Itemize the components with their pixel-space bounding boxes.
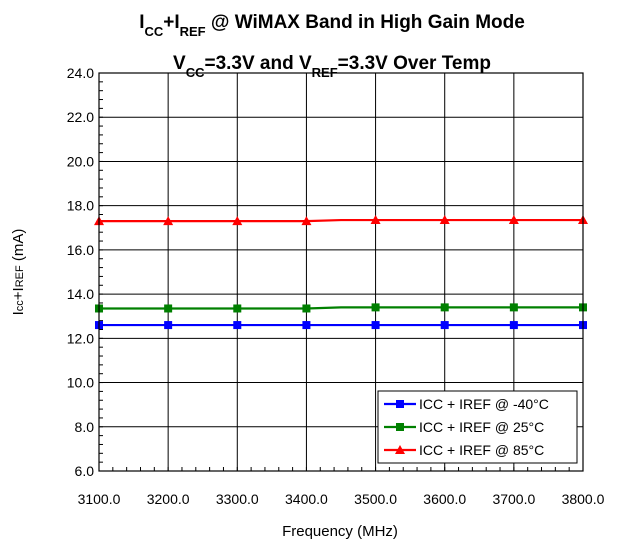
data-point	[370, 215, 381, 225]
chart-title-line-1: ICC+IREF @ WiMAX Band in High Gain Mode	[139, 12, 525, 39]
data-point	[439, 215, 450, 225]
x-tick-label: 3100.0	[78, 491, 121, 507]
series-2	[94, 215, 588, 226]
data-point	[509, 321, 518, 330]
x-tick-label: 3400.0	[285, 491, 328, 507]
series-line	[99, 218, 583, 223]
legend: ICC + IREF @ -40°C ICC + IREF @ 25°C ICC +…	[377, 390, 578, 464]
data-point	[440, 303, 449, 312]
series-layer	[94, 215, 588, 330]
x-tick-label: 3600.0	[423, 491, 466, 507]
y-axis-label: Icc+IREF (mA)	[10, 229, 27, 316]
series-line	[99, 306, 583, 310]
y-tick-label: 24.0	[67, 65, 94, 81]
x-tick-label: 3300.0	[216, 491, 259, 507]
y-tick-label: 16.0	[67, 242, 94, 258]
data-point	[233, 321, 242, 330]
x-tick-label: 3800.0	[562, 491, 605, 507]
x-tick-label: 3200.0	[147, 491, 190, 507]
plot-frame	[98, 72, 584, 472]
data-point	[302, 304, 311, 313]
y-tick-label: 10.0	[67, 375, 94, 391]
data-point	[232, 216, 243, 226]
data-point	[302, 321, 311, 330]
x-tick-label: 3500.0	[354, 491, 397, 507]
data-point	[164, 304, 173, 313]
x-tick-label: 3700.0	[492, 491, 535, 507]
legend-entry: ICC + IREF @ 25°C	[419, 419, 544, 435]
y-tick-label: 12.0	[67, 330, 94, 346]
legend-swatch-marker	[395, 445, 405, 454]
y-tick-label: 18.0	[67, 198, 94, 214]
y-tick-label: 20.0	[67, 153, 94, 169]
data-point	[371, 321, 380, 330]
legend-entry: ICC + IREF @ 85°C	[419, 442, 544, 458]
y-tick-label: 8.0	[75, 419, 95, 435]
legend-swatch-marker	[396, 423, 404, 431]
x-axis-label: Frequency (MHz)	[282, 523, 398, 540]
data-point	[233, 304, 242, 313]
series-0	[95, 321, 587, 330]
y-tick-label: 14.0	[67, 286, 94, 302]
x-tick-labels: 3100.0 3200.0 3300.0 3400.0 3500.0 3600.0 3700…	[78, 491, 605, 507]
y-tick-label: 6.0	[75, 463, 95, 479]
legend-entry: ICC + IREF @ -40°C	[419, 396, 549, 412]
data-point	[371, 303, 380, 312]
data-point	[164, 321, 173, 330]
data-point	[509, 303, 518, 312]
y-tick-labels: 6.0 8.0 10.0 12.0 14.0 16.0 18.0 20.0 22.0 24.0	[67, 65, 94, 479]
data-point	[301, 216, 312, 226]
y-tick-label: 22.0	[67, 109, 94, 125]
data-point	[440, 321, 449, 330]
series-1	[95, 303, 587, 313]
legend-swatch-marker	[396, 400, 404, 408]
data-point	[508, 215, 519, 225]
data-point	[163, 216, 174, 226]
chart-title-line-2: VCC=3.3V and VREF=3.3V Over Temp	[173, 53, 491, 80]
